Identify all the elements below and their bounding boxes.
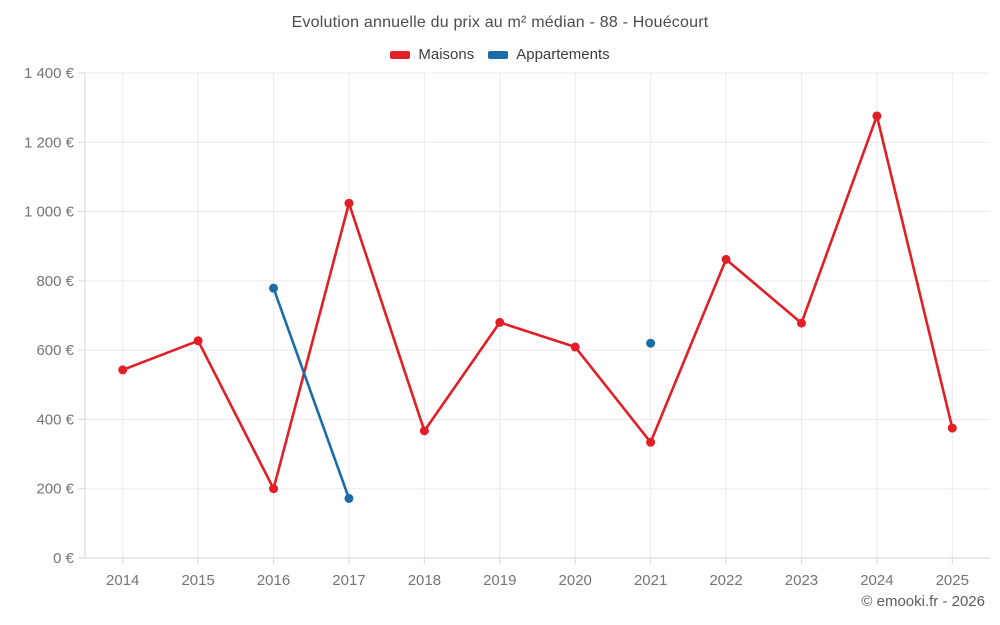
x-tick-label: 2022 (709, 572, 742, 589)
y-tick-label: 400 € (36, 411, 74, 428)
series-line-appartements (272, 286, 351, 500)
data-point-maisons-2015 (193, 336, 203, 346)
x-tick-label: 2023 (785, 572, 818, 589)
legend-label-appartements: Appartements (516, 46, 610, 63)
legend-label-maisons: Maisons (418, 46, 475, 63)
x-tick-label: 2017 (332, 572, 365, 589)
x-tick-label: 2020 (559, 572, 592, 589)
x-tick-label: 2021 (634, 572, 667, 589)
copyright-text: © emooki.fr - 2026 (861, 593, 985, 610)
series-line-maisons (121, 114, 954, 491)
data-point-maisons-2023 (796, 318, 806, 328)
x-tick-label: 2025 (936, 572, 969, 589)
y-tick-label: 1 000 € (24, 204, 75, 221)
data-point-appartements-2016 (269, 283, 279, 293)
legend-item-appartements[interactable]: Appartements (488, 46, 610, 63)
data-point-maisons-2021 (646, 437, 656, 447)
y-tick-label: 600 € (36, 342, 74, 359)
x-tick-label: 2016 (257, 572, 290, 589)
y-tick-label: 0 € (53, 550, 75, 567)
x-tick-label: 2019 (483, 572, 516, 589)
data-point-appartements-2017 (344, 493, 354, 503)
legend-swatch-maisons-icon (390, 50, 411, 59)
y-tick-label: 200 € (36, 481, 74, 498)
y-tick-label: 1 200 € (24, 134, 75, 151)
data-point-maisons-2025 (947, 423, 957, 433)
x-tick-label: 2018 (408, 572, 441, 589)
legend: Maisons Appartements (0, 46, 1000, 63)
data-point-maisons-2020 (570, 342, 580, 352)
x-tick-label: 2015 (181, 572, 214, 589)
data-point-maisons-2014 (118, 365, 128, 375)
data-point-appartements-2021 (646, 338, 656, 348)
data-point-maisons-2024 (872, 111, 882, 121)
data-point-maisons-2022 (721, 254, 731, 264)
x-tick-label: 2024 (860, 572, 893, 589)
y-tick-label: 800 € (36, 273, 74, 290)
y-tick-label: 1 400 € (24, 65, 75, 82)
x-tick-label: 2014 (106, 572, 139, 589)
legend-swatch-appartements-icon (488, 50, 509, 59)
data-point-maisons-2016 (269, 484, 279, 494)
legend-item-maisons[interactable]: Maisons (390, 46, 474, 63)
chart-title: Evolution annuelle du prix au m² médian … (291, 14, 709, 31)
data-point-maisons-2019 (495, 317, 505, 327)
data-point-maisons-2017 (344, 198, 354, 208)
data-point-maisons-2018 (419, 426, 429, 436)
